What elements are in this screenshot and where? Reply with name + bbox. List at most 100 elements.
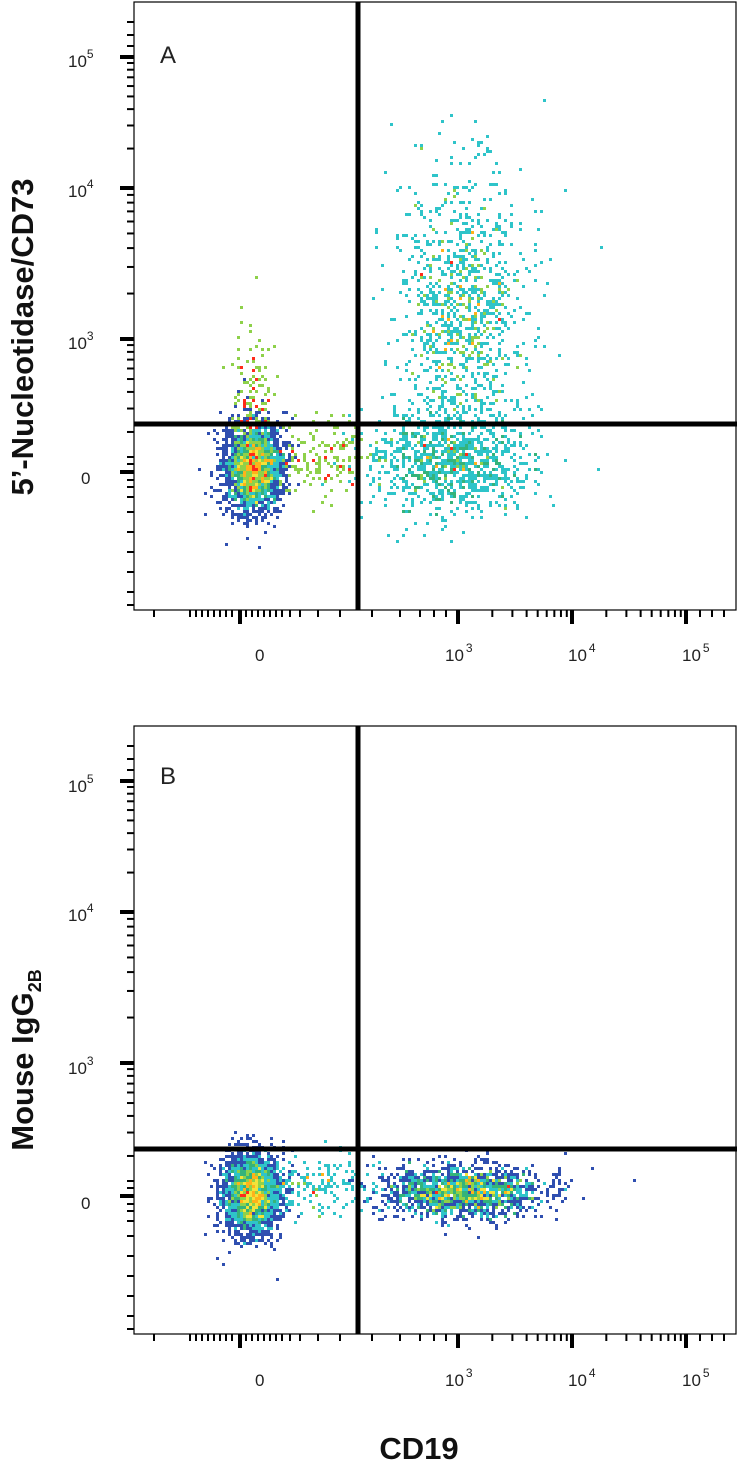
cd19-positive-cd73-negative-population-event (432, 453, 435, 456)
cd19-positive-cd73-positive-population-event (462, 288, 465, 291)
cd19-positive-population-event (492, 1212, 495, 1215)
cd19-positive-cd73-negative-population-event (489, 414, 492, 417)
cd19-positive-population-event (516, 1182, 519, 1185)
cd19-positive-population-event (429, 1209, 432, 1212)
cd19-negative-population-event (258, 1164, 261, 1167)
cd19-positive-population-event (489, 1185, 492, 1188)
cd19-positive-cd73-negative-population-event (462, 465, 465, 468)
cd19-negative-population-event (240, 498, 243, 501)
cd19-negative-population-event (231, 1200, 234, 1203)
cd19-positive-cd73-negative-population-event (465, 480, 468, 483)
cd19-positive-cd73-negative-population-event (417, 450, 420, 453)
cd19-negative-population-event (240, 1182, 243, 1185)
intermediate-events-event (288, 1185, 291, 1188)
cd19-positive-cd73-positive-population-event (393, 408, 396, 411)
cd19-positive-population-event (510, 1203, 513, 1206)
cd19-positive-cd73-positive-population-event (477, 417, 480, 420)
cd19-positive-cd73-positive-population-event (432, 327, 435, 330)
cd19-positive-population-event (438, 1200, 441, 1203)
cd19-negative-population-event (252, 1233, 255, 1236)
cd19-positive-cd73-positive-population-event (465, 249, 468, 252)
cd19-positive-population-event (408, 1200, 411, 1203)
cd19-negative-population-event (270, 1200, 273, 1203)
cd19-positive-cd73-negative-population-event (495, 417, 498, 420)
cd19-negative-tail-event (237, 366, 240, 369)
cd19-negative-population-event (276, 1179, 279, 1182)
cd19-positive-cd73-negative-population-event (501, 465, 504, 468)
cd19-positive-population-event (402, 1164, 405, 1167)
cd19-negative-population-event (267, 447, 270, 450)
cd19-negative-tail-event (258, 444, 261, 447)
intermediate-events-event (285, 1182, 288, 1185)
cd19-positive-cd73-positive-population-event (450, 303, 453, 306)
cd19-positive-population-event (591, 1167, 594, 1170)
cd19-positive-cd73-negative-population-event (519, 456, 522, 459)
cd19-positive-cd73-negative-population-event (420, 435, 423, 438)
cd19-positive-population-event (492, 1185, 495, 1188)
cd19-positive-cd73-negative-population-event (369, 501, 372, 504)
cd19-negative-population-event (273, 462, 276, 465)
cd19-negative-population-event (234, 444, 237, 447)
cd19-negative-population-event (246, 1233, 249, 1236)
cd19-negative-population-event (264, 504, 267, 507)
cd19-negative-population-event (234, 1203, 237, 1206)
intermediate-events-event (348, 456, 351, 459)
cd19-positive-cd73-positive-population-event (480, 315, 483, 318)
cd19-positive-population-event (507, 1182, 510, 1185)
intermediate-events-event (345, 489, 348, 492)
cd19-positive-cd73-negative-population-event (405, 441, 408, 444)
cd19-negative-population-event (243, 1194, 246, 1197)
cd19-negative-tail-event (237, 399, 240, 402)
cd19-positive-cd73-negative-population-event (486, 453, 489, 456)
cd19-positive-cd73-negative-population-event (483, 474, 486, 477)
cd19-positive-population-event (390, 1191, 393, 1194)
cd19-negative-population-event (237, 1218, 240, 1221)
cd19-negative-population-event (243, 450, 246, 453)
cd19-negative-population-event (240, 1167, 243, 1170)
cd19-positive-population-event (423, 1191, 426, 1194)
cd19-positive-cd73-positive-population-event (450, 309, 453, 312)
cd19-positive-cd73-positive-population-event (486, 147, 489, 150)
cd19-negative-population-event (261, 1236, 264, 1239)
cd19-negative-population-event (258, 429, 261, 432)
cd19-positive-cd73-negative-population-event (504, 444, 507, 447)
cd19-positive-cd73-positive-population-event (492, 312, 495, 315)
cd19-negative-tail-event (261, 384, 264, 387)
cd19-positive-population-event (351, 1179, 354, 1182)
cd19-negative-population-event (258, 492, 261, 495)
cd19-positive-cd73-negative-population-event (459, 477, 462, 480)
cd19-negative-population-event (243, 483, 246, 486)
intermediate-events-event (291, 1200, 294, 1203)
cd19-negative-population-event (249, 1224, 252, 1227)
cd19-negative-population-event (237, 1209, 240, 1212)
cd19-positive-cd73-positive-population-event (444, 375, 447, 378)
cd19-positive-cd73-positive-population-event (492, 252, 495, 255)
cd19-negative-population-event (273, 489, 276, 492)
cd19-positive-population-event (420, 1200, 423, 1203)
cd19-positive-cd73-negative-population-event (444, 462, 447, 465)
cd19-positive-cd73-positive-population-event (501, 282, 504, 285)
cd19-positive-cd73-positive-population-event (486, 372, 489, 375)
cd19-positive-population-event (513, 1194, 516, 1197)
cd19-positive-population-event (486, 1191, 489, 1194)
cd19-negative-population-event (246, 1134, 249, 1137)
cd19-positive-cd73-positive-population-event (486, 363, 489, 366)
cd19-negative-population-event (228, 1155, 231, 1158)
cd19-positive-cd73-negative-population-event (474, 489, 477, 492)
cd19-negative-population-event (270, 465, 273, 468)
cd19-positive-population-event (483, 1212, 486, 1215)
cd19-positive-population-event (444, 1179, 447, 1182)
cd19-positive-cd73-positive-population-event (402, 279, 405, 282)
cd19-positive-cd73-negative-population-event (465, 444, 468, 447)
cd19-positive-cd73-positive-population-event (462, 315, 465, 318)
cd19-positive-cd73-positive-population-event (495, 303, 498, 306)
cd19-negative-population-event (225, 453, 228, 456)
intermediate-events-event (321, 1173, 324, 1176)
cd19-negative-population-event (279, 1194, 282, 1197)
cd19-positive-cd73-positive-population-event (432, 228, 435, 231)
cd19-positive-cd73-negative-population-event (438, 483, 441, 486)
cd19-positive-cd73-negative-population-event (477, 474, 480, 477)
cd19-positive-cd73-positive-population-event (426, 303, 429, 306)
cd19-negative-population-event (282, 1152, 285, 1155)
cd19-positive-cd73-positive-population-event (453, 351, 456, 354)
